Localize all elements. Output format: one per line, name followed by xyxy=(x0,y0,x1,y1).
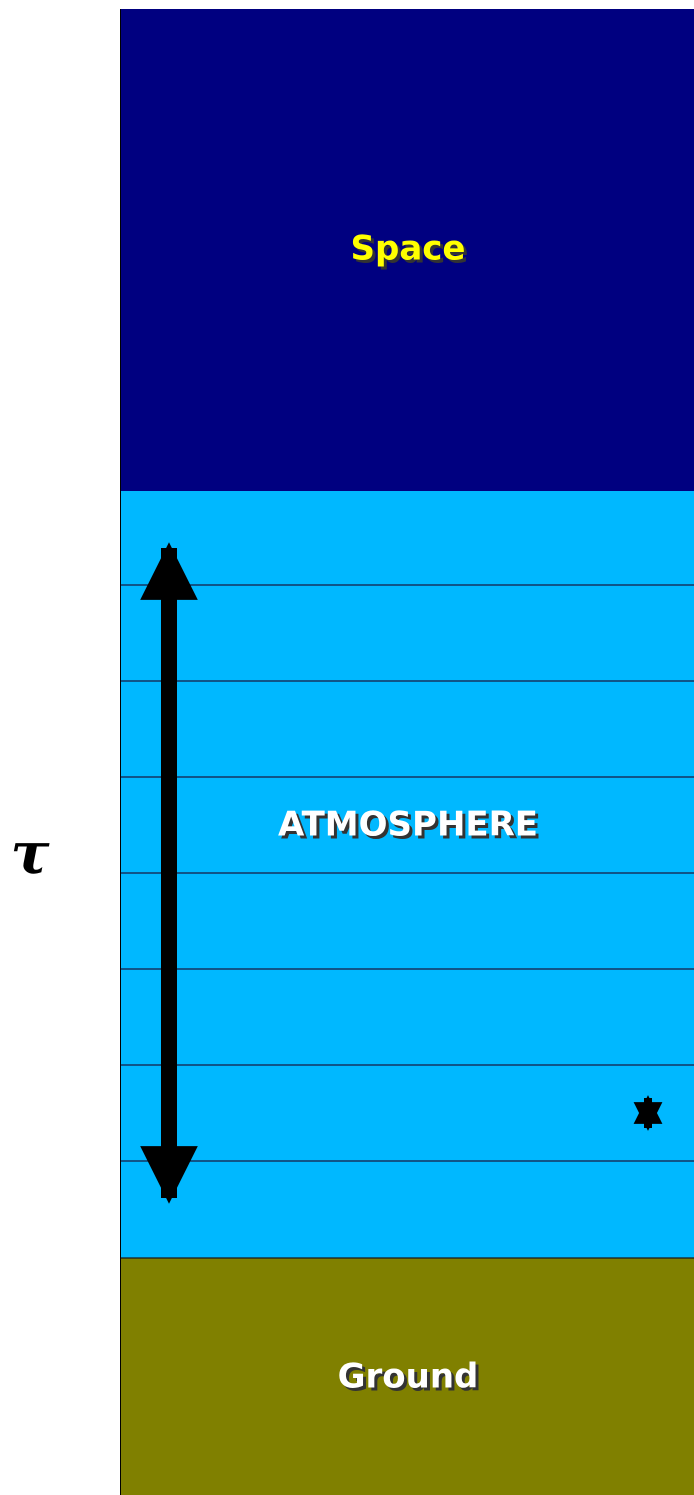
ground-label-shadow: Ground xyxy=(341,1360,482,1400)
ground-label: Ground xyxy=(338,1357,479,1397)
atmosphere-label-group: ATMOSPHERE ATMOSPHERE xyxy=(278,805,541,848)
ground-label-group: Ground Ground xyxy=(338,1357,482,1400)
space-label-shadow: Space xyxy=(354,232,469,272)
space-label-group: Space Space xyxy=(351,229,469,272)
atmosphere-label-shadow: ATMOSPHERE xyxy=(281,808,541,848)
ground-region xyxy=(120,1258,694,1495)
tau-symbol: τ xyxy=(10,819,50,887)
atmosphere-label: ATMOSPHERE xyxy=(278,805,538,845)
space-label: Space xyxy=(351,229,466,269)
atmosphere-region xyxy=(120,491,694,1258)
space-region xyxy=(120,9,694,491)
atmosphere-layer-lines xyxy=(120,584,694,1162)
